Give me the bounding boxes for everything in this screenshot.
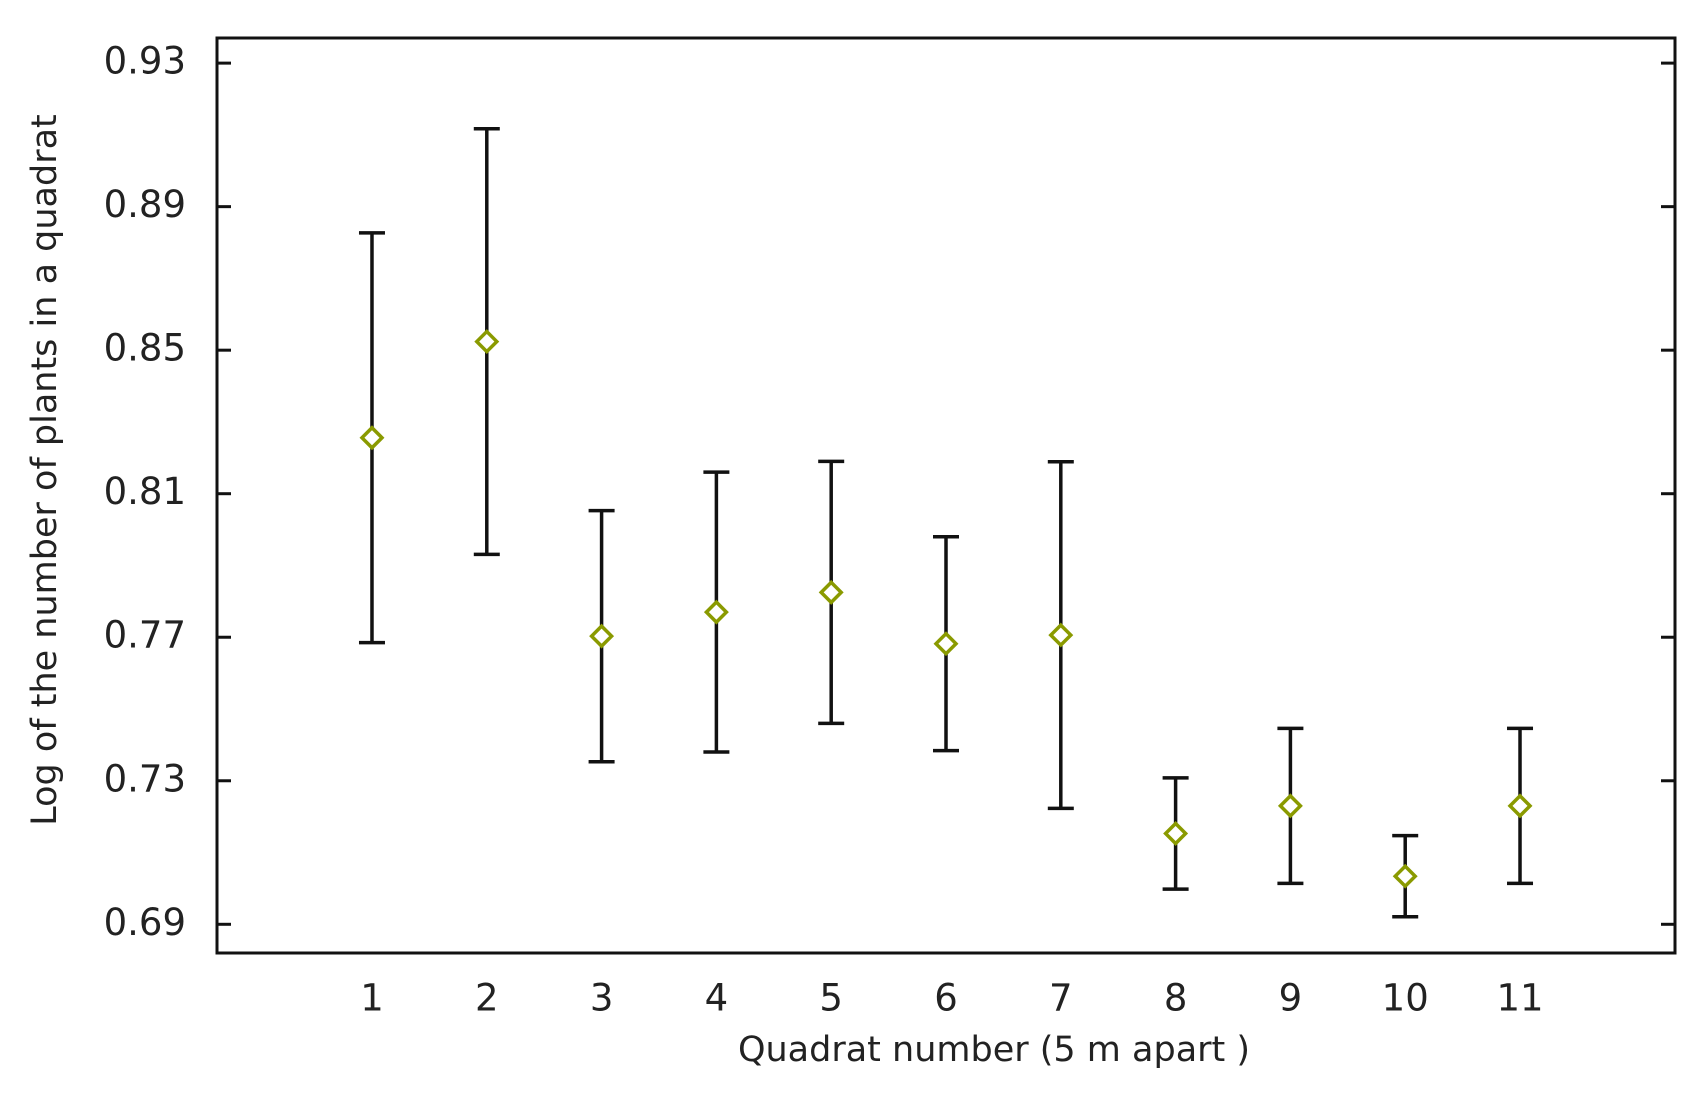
point — [1507, 793, 1533, 819]
point — [1163, 821, 1189, 846]
point — [474, 329, 500, 355]
x-tick-label: 7 — [1049, 977, 1073, 1020]
x-tick-label: 6 — [934, 977, 958, 1020]
point — [1277, 793, 1303, 819]
x-tick-label: 1 — [360, 977, 384, 1020]
y-tick-label: 0.81 — [104, 470, 186, 513]
x-tick-label: 8 — [1164, 977, 1188, 1020]
x-tick-label: 2 — [475, 977, 499, 1020]
point — [933, 631, 959, 657]
x-axis-label: Quadrat number (5 m apart ) — [738, 1030, 1250, 1070]
y-tick-label: 0.69 — [104, 901, 186, 944]
x-tick-label: 5 — [819, 977, 843, 1020]
x-tick-label: 3 — [590, 977, 614, 1020]
x-tick-label: 4 — [705, 977, 729, 1020]
x-tick-label: 9 — [1279, 977, 1303, 1020]
point — [1392, 863, 1418, 889]
x-tick-label: 10 — [1382, 977, 1429, 1020]
y-tick-label: 0.73 — [104, 757, 186, 800]
point — [818, 579, 844, 605]
x-tick-label: 11 — [1496, 977, 1543, 1020]
point — [703, 599, 729, 625]
y-axis-label: Log of the number of plants in a quadrat — [25, 114, 65, 826]
plot-frame — [215, 36, 1677, 955]
y-tick-label: 0.89 — [104, 183, 186, 226]
point — [589, 623, 615, 649]
y-tick-label: 0.77 — [104, 614, 186, 657]
y-tick-label: 0.85 — [104, 327, 186, 370]
point — [359, 425, 385, 451]
point — [1048, 622, 1074, 648]
y-tick-label: 0.93 — [104, 40, 186, 83]
